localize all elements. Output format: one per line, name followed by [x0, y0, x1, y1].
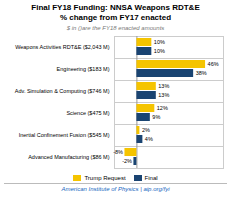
html-text:Trump Request: Trump Request — [84, 174, 126, 181]
svg-text:12%: 12% — [157, 105, 168, 111]
html-text:$ in ()are the FY18 enacted am: $ in ()are the FY18 enacted amounts — [66, 24, 165, 31]
svg-text:13%: 13% — [158, 92, 169, 98]
svg-text:Science ($475 M): Science ($475 M) — [66, 110, 109, 116]
svg-text:Inertial Confinement Fusion ($: Inertial Confinement Fusion ($545 M) — [19, 132, 110, 138]
svg-text:10%: 10% — [154, 48, 165, 54]
svg-text:Adv. Simulation & Computing ($: Adv. Simulation & Computing ($746 M) — [15, 88, 110, 94]
html-text:Final FY18 Funding: NNSA Weapo: Final FY18 Funding: NNSA Weapons RDT&E %… — [31, 3, 200, 23]
html-text:Final: Final — [144, 174, 158, 181]
html-text:American Institute of Physics: American Institute of Physics | aip.org/… — [61, 186, 170, 193]
svg-text:46%: 46% — [208, 61, 219, 67]
svg-text:-2%: -2% — [122, 158, 132, 164]
svg-text:9%: 9% — [152, 114, 160, 120]
svg-text:4%: 4% — [145, 136, 153, 142]
svg-text:Engineering ($183 M): Engineering ($183 M) — [57, 66, 110, 72]
svg-text:10%: 10% — [154, 39, 165, 45]
svg-text:Weapons Activities RDT&E ($2,0: Weapons Activities RDT&E ($2,043 M) — [15, 44, 110, 50]
svg-text:38%: 38% — [196, 70, 207, 76]
svg-text:2%: 2% — [142, 127, 150, 133]
svg-text:Advanced Manufacturing ($86 M): Advanced Manufacturing ($86 M) — [28, 154, 109, 160]
svg-text:-8%: -8% — [113, 149, 123, 155]
svg-text:13%: 13% — [158, 83, 169, 89]
